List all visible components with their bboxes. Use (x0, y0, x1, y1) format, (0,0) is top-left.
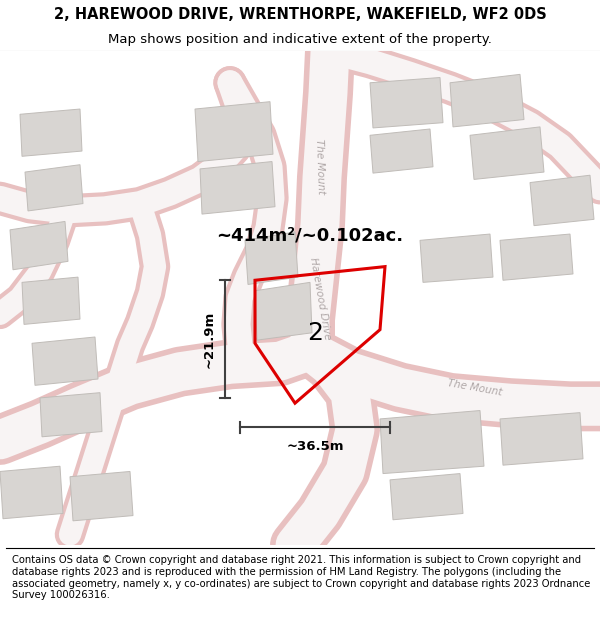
Polygon shape (450, 74, 524, 127)
Polygon shape (370, 78, 443, 128)
Polygon shape (380, 411, 484, 474)
Polygon shape (530, 175, 594, 226)
Polygon shape (20, 109, 82, 156)
Text: ~21.9m: ~21.9m (203, 311, 215, 368)
Text: ~36.5m: ~36.5m (286, 440, 344, 452)
Polygon shape (195, 102, 273, 161)
Polygon shape (245, 232, 298, 284)
Polygon shape (420, 234, 493, 282)
Polygon shape (200, 161, 275, 214)
Text: Map shows position and indicative extent of the property.: Map shows position and indicative extent… (108, 34, 492, 46)
Text: Harewood Drive: Harewood Drive (308, 256, 332, 340)
Polygon shape (470, 127, 544, 179)
Polygon shape (10, 221, 68, 270)
Text: Contains OS data © Crown copyright and database right 2021. This information is : Contains OS data © Crown copyright and d… (12, 556, 590, 600)
Text: The Mount: The Mount (314, 139, 326, 194)
Polygon shape (500, 234, 573, 280)
Polygon shape (25, 165, 83, 211)
Polygon shape (40, 392, 102, 437)
Polygon shape (22, 277, 80, 324)
Polygon shape (0, 466, 63, 519)
Polygon shape (255, 282, 312, 340)
Text: ~414m²/~0.102ac.: ~414m²/~0.102ac. (217, 226, 404, 244)
Text: The Mount: The Mount (447, 378, 503, 397)
Text: 2: 2 (307, 321, 323, 345)
Polygon shape (70, 471, 133, 521)
Polygon shape (390, 474, 463, 520)
Polygon shape (370, 129, 433, 173)
Text: 2, HAREWOOD DRIVE, WRENTHORPE, WAKEFIELD, WF2 0DS: 2, HAREWOOD DRIVE, WRENTHORPE, WAKEFIELD… (53, 7, 547, 22)
Polygon shape (32, 337, 98, 386)
Polygon shape (500, 412, 583, 465)
